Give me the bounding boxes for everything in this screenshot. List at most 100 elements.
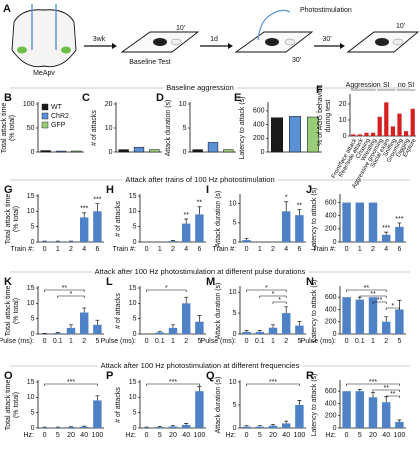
bracket <box>372 389 400 392</box>
bar <box>207 142 219 153</box>
x-tick-label: 2 <box>82 338 86 345</box>
section-title: Attack after 100 Hz photostimulation at … <box>101 361 300 370</box>
y-axis-label: Total attack time <box>5 286 12 337</box>
y-tick-label: 0 <box>133 425 137 432</box>
y-tick-label: 50 <box>27 125 35 132</box>
bar <box>149 149 160 153</box>
x-tick-label: 5 <box>197 338 201 345</box>
bar <box>370 132 376 136</box>
y-tick-label: 0 <box>343 133 347 140</box>
significance: * <box>285 195 288 202</box>
bar <box>142 427 151 428</box>
bracket <box>146 383 200 386</box>
y-axis-label: (% total) <box>13 298 20 324</box>
y-axis-label: Latency to attack (s) <box>239 96 246 159</box>
error-bar <box>244 238 249 241</box>
x-axis-label: Hz: <box>326 432 337 439</box>
bar <box>55 150 67 153</box>
legend-swatch <box>41 121 49 129</box>
y-tick-label: 400 <box>325 213 337 220</box>
bar <box>181 303 191 334</box>
bar <box>381 234 391 242</box>
bar <box>79 426 89 428</box>
significance: ** <box>377 297 383 304</box>
x-tick-label: 2 <box>184 338 188 345</box>
panel-letter: J <box>306 184 312 196</box>
x-tick-label: 1 <box>69 338 73 345</box>
x-axis-label: Hz: <box>24 432 35 439</box>
y-axis-label: Total attack time <box>1 103 8 154</box>
x-tick-label: 0 <box>43 338 47 345</box>
bar <box>40 427 49 428</box>
bar <box>242 240 251 242</box>
error-bar <box>95 395 100 401</box>
x-axis-label: Pulse (ms): <box>301 338 336 345</box>
error-bar <box>184 296 189 304</box>
panel-letter: M <box>206 276 215 288</box>
bar <box>155 332 165 334</box>
bar <box>53 241 63 242</box>
x-tick-label: 2 <box>69 246 73 253</box>
x-axis-label: Hz: <box>226 432 237 439</box>
x-tick-label: 1 <box>358 246 362 253</box>
x-axis-label: Pulse (ms): <box>0 338 34 345</box>
y-axis-label: Total attack time <box>5 380 12 431</box>
bar <box>192 149 203 153</box>
x-tick-label: 4 <box>384 246 388 253</box>
y-tick-label: 10 <box>229 201 237 208</box>
bar <box>71 150 82 153</box>
panel-letter: A <box>3 3 11 15</box>
bar <box>397 113 402 136</box>
y-tick-label: 100 <box>23 101 35 108</box>
bracket <box>259 295 287 298</box>
bracket <box>359 295 387 298</box>
y-axis-label: Total attack time <box>5 194 12 245</box>
y-tick-label: 400 <box>325 306 337 313</box>
group-label: no SI <box>398 82 414 89</box>
bar <box>181 424 191 428</box>
step-label: 1d <box>210 36 218 43</box>
x-tick-label: 5 <box>158 432 162 439</box>
x-tick-label: 0 <box>245 432 249 439</box>
x-tick-label: 20 <box>269 432 277 439</box>
significance: *** <box>67 379 75 386</box>
y-tick-label: 600 <box>325 199 337 206</box>
group-label: SI <box>383 82 390 89</box>
x-tick-label: 0 <box>245 246 249 253</box>
x-tick-label: 1 <box>171 338 175 345</box>
y-tick-label: 0 <box>233 239 237 246</box>
significance: *** <box>395 216 403 223</box>
bar <box>403 131 409 136</box>
x-tick-label: 0 <box>345 246 349 253</box>
x-axis-label: Hz: <box>126 432 137 439</box>
panel-letter: O <box>4 370 13 382</box>
significance: ** <box>183 212 189 219</box>
bar <box>93 211 102 242</box>
arrowhead <box>340 43 345 49</box>
y-axis-label: (% total) <box>13 392 20 418</box>
error-bar <box>271 423 275 426</box>
y-tick-label: 10 <box>27 208 35 215</box>
y-axis-label: Latency to attack (s) <box>311 373 318 436</box>
bar <box>118 149 129 153</box>
y-tick-label: 0 <box>31 331 35 338</box>
x-tick-label: 6 <box>197 246 201 253</box>
bar <box>181 223 191 242</box>
significance: ** <box>297 202 303 209</box>
mouse <box>392 38 404 46</box>
x-tick-label: 1 <box>371 338 375 345</box>
bar <box>66 241 76 242</box>
significance: ** <box>364 285 370 292</box>
step-label: 30' <box>322 36 331 43</box>
bar <box>93 324 102 334</box>
y-tick-label: 10 <box>129 300 137 307</box>
y-axis-label: during test <box>325 100 332 133</box>
arrowhead <box>228 43 233 49</box>
y-tick-label: 10 <box>27 394 35 401</box>
x-tick-label: 2 <box>371 246 375 253</box>
error-bar <box>69 324 73 328</box>
bar <box>79 312 89 334</box>
injection-right <box>61 46 71 54</box>
